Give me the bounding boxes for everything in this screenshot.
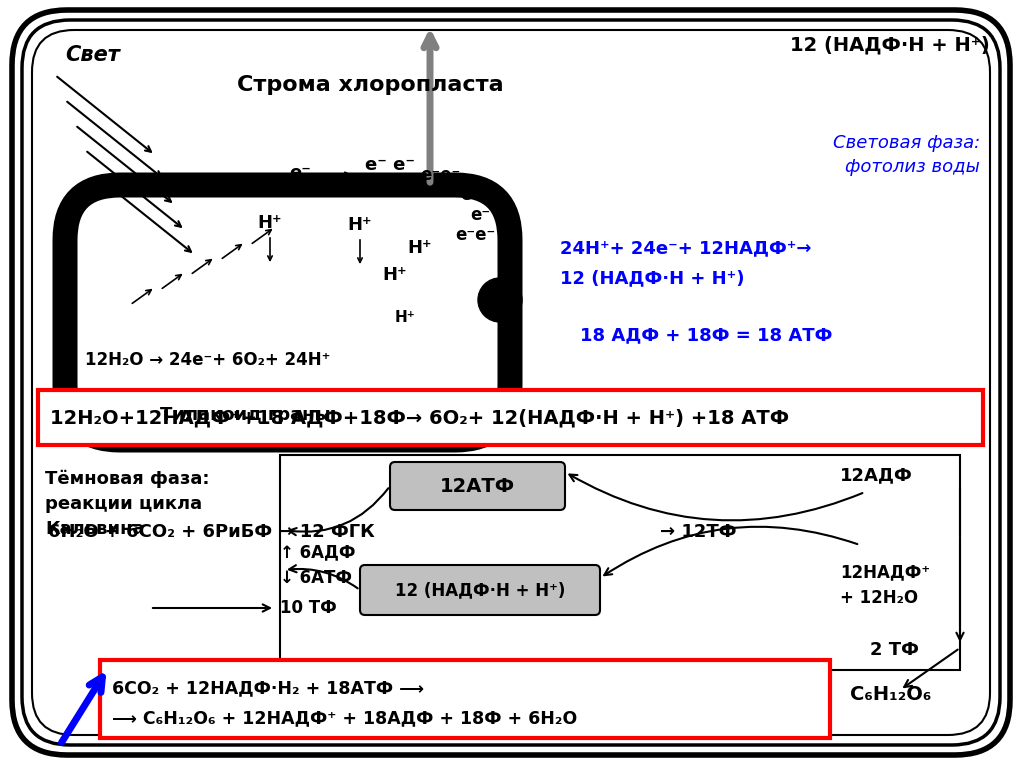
Text: 12 (НАДФ·Н + Н⁺): 12 (НАДФ·Н + Н⁺): [791, 35, 990, 54]
Text: 12АДФ: 12АДФ: [840, 466, 912, 484]
Text: ↓ 6АТФ: ↓ 6АТФ: [280, 569, 352, 587]
Text: 12Н₂О+12НАДФ⁺+18 АДФ+18Ф→ 6О₂+ 12(НАДФ·Н + Н⁺) +18 АТФ: 12Н₂О+12НАДФ⁺+18 АДФ+18Ф→ 6О₂+ 12(НАДФ·Н…: [50, 409, 790, 427]
Text: Свет: Свет: [65, 45, 120, 65]
Text: + 12Н₂О: + 12Н₂О: [840, 589, 919, 607]
Circle shape: [478, 278, 522, 322]
Text: 12 (НАДФ·Н + Н⁺): 12 (НАДФ·Н + Н⁺): [395, 581, 565, 599]
Text: 24Н⁺+ 24е⁻+ 12НАДФ⁺→: 24Н⁺+ 24е⁻+ 12НАДФ⁺→: [560, 239, 811, 257]
FancyBboxPatch shape: [18, 16, 1004, 749]
Text: → 12ТФ: → 12ТФ: [660, 523, 736, 541]
Bar: [38, 390, 983, 445]
Text: 6Н₂О + 6СО₂ + 6РиБФ → 12 ФГК: 6Н₂О + 6СО₂ + 6РиБФ → 12 ФГК: [48, 523, 375, 541]
Text: e⁻: e⁻: [289, 164, 311, 182]
Text: Строма хлоропласта: Строма хлоропласта: [237, 75, 504, 95]
Text: 6СО₂ + 12НАДФ·Н₂ + 18АТФ ⟶: 6СО₂ + 12НАДФ·Н₂ + 18АТФ ⟶: [112, 679, 424, 697]
Text: H⁺: H⁺: [394, 311, 416, 325]
Text: 12H₂O → 24e⁻+ 6O₂+ 24H⁺: 12H₂O → 24e⁻+ 6O₂+ 24H⁺: [85, 351, 331, 369]
Text: ↑ 6АДФ: ↑ 6АДФ: [280, 543, 355, 561]
Text: H⁺: H⁺: [348, 216, 373, 234]
Text: Тилакоид граны: Тилакоид граны: [160, 406, 331, 424]
Bar: [100, 660, 830, 738]
Text: e⁻e⁻: e⁻e⁻: [455, 226, 496, 244]
Text: 12 (НАДФ·Н + Н⁺): 12 (НАДФ·Н + Н⁺): [560, 269, 744, 287]
Text: e⁻: e⁻: [460, 186, 480, 204]
FancyBboxPatch shape: [390, 462, 565, 510]
Text: Световая фаза:
фотолиз воды: Световая фаза: фотолиз воды: [833, 133, 980, 176]
Text: 12НАДФ⁺: 12НАДФ⁺: [840, 563, 930, 581]
Text: 2 ТФ: 2 ТФ: [870, 641, 919, 659]
Text: e⁻: e⁻: [470, 206, 490, 224]
Text: H⁺: H⁺: [408, 239, 432, 257]
Text: 18 АДФ + 18Ф = 18 АТФ: 18 АДФ + 18Ф = 18 АТФ: [580, 326, 833, 344]
FancyBboxPatch shape: [65, 185, 510, 440]
Text: 12АТФ: 12АТФ: [439, 476, 515, 495]
Text: H⁺: H⁺: [258, 214, 283, 232]
Text: e⁻e⁻: e⁻e⁻: [420, 166, 460, 184]
FancyBboxPatch shape: [360, 565, 600, 615]
Bar: [280, 455, 961, 670]
Text: 10 ТФ: 10 ТФ: [280, 599, 337, 617]
Text: e⁻ e⁻: e⁻ e⁻: [365, 156, 415, 174]
Text: H⁺: H⁺: [383, 266, 408, 284]
Text: ⟶ С₆Н₁₂О₆ + 12НАДФ⁺ + 18АДФ + 18Ф + 6Н₂О: ⟶ С₆Н₁₂О₆ + 12НАДФ⁺ + 18АДФ + 18Ф + 6Н₂О: [112, 709, 578, 727]
Text: С₆Н₁₂О₆: С₆Н₁₂О₆: [850, 686, 932, 705]
Text: Тёмновая фаза:
реакции цикла
Кальвина: Тёмновая фаза: реакции цикла Кальвина: [45, 470, 210, 538]
